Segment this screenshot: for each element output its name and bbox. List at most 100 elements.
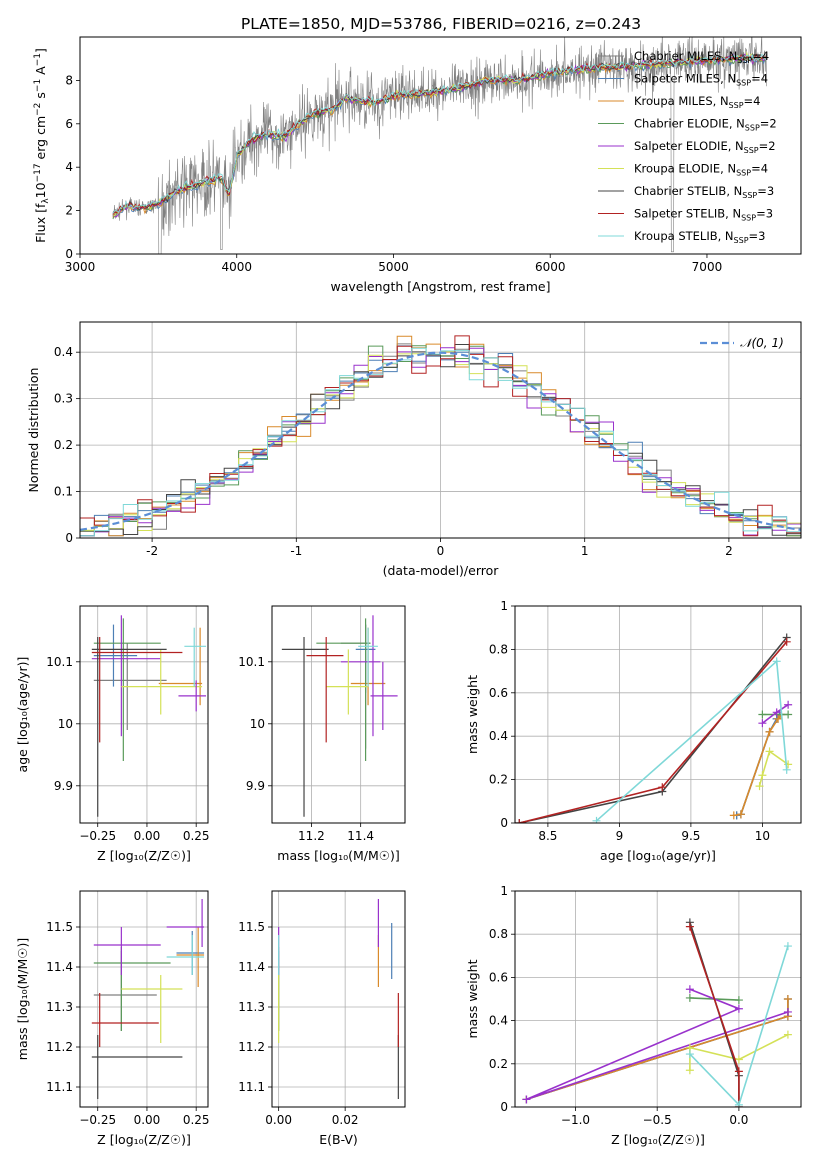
- axes-frame: -2 -1 0 1 2 0 0.1 0.2 0.3 0.4 (data-model)/error No…: [26, 321, 802, 578]
- plot-area: [91, 899, 205, 1099]
- legend-subscript: SSP: [741, 214, 756, 223]
- x-tick-label: 2: [725, 544, 733, 558]
- y-tick-label: 0: [65, 247, 73, 261]
- weight-line-kroupa-elodie: [758, 750, 789, 787]
- plot-area: [281, 615, 398, 817]
- legend-text: Kroupa MILES, N: [634, 94, 729, 108]
- legend-text: Salpeter STELIB, N: [634, 207, 741, 221]
- weight-line-kroupa-miles: [733, 714, 782, 817]
- legend-label-kroupa-miles: Kroupa MILES, NSSP=4: [634, 94, 760, 110]
- weight-marker-kroupa-elodie: [758, 771, 767, 780]
- legend-text: Salpeter MILES, N: [634, 72, 736, 86]
- x-tick-label: 0.25: [183, 829, 210, 843]
- y-tick-label: 11.4: [238, 960, 265, 974]
- mass-age-panel: 11.2 11.4 9.9 10 10.1 mass [log₁₀(M/M☉)]: [238, 605, 406, 863]
- y-tick-label: 11.3: [238, 1000, 265, 1014]
- residuals-panel: -2 -1 0 1 2 0 0.1 0.2 0.3 0.4 (data-model)/error No…: [26, 321, 802, 578]
- axes-border: [514, 605, 802, 824]
- y-tick-label: 11.2: [46, 1040, 73, 1054]
- y-axis-label: Flux [fλ10−17 erg cm−2 s−1 A−1]: [33, 48, 51, 243]
- x-tick-label: 0.25: [183, 1113, 210, 1127]
- y-tick-label: 6: [65, 117, 73, 131]
- y-tick-label: 10.1: [238, 655, 265, 669]
- weight-marker-salpeter-elodie: [758, 719, 767, 728]
- legend-suffix: =3: [749, 229, 766, 243]
- legend-text: Kroupa STELIB, N: [634, 229, 734, 243]
- y-tick-label: 0: [500, 816, 508, 830]
- x-axis-label: (data-model)/error: [383, 563, 500, 578]
- weight-marker-kroupa-miles: [774, 714, 783, 723]
- y-tick-label: 0.2: [489, 773, 508, 787]
- y-tick-label: 8: [65, 73, 73, 87]
- age-weight-panel: 8.5 9 9.5 10 0 0.2 0.4 0.6 0.8 1 age [log₁₀(age/yr…: [465, 599, 802, 863]
- legend-subscript: SSP: [744, 146, 759, 155]
- y-label-part: ]: [33, 48, 48, 53]
- axes-frame: −0.25 0.00 0.25 11.1 11.2 11.3 11.4 11.5 Z [log₁…: [15, 890, 210, 1147]
- legend-suffix: =4: [752, 49, 769, 63]
- y-tick-label: 11.5: [238, 920, 265, 934]
- grid-lines: [272, 891, 405, 1107]
- weight-marker-kroupa-stelib: [685, 1050, 694, 1059]
- y-tick-label: 0.6: [489, 970, 508, 984]
- axes-border: [514, 890, 802, 1108]
- x-tick-label: 6000: [535, 260, 566, 274]
- x-tick-label: -2: [146, 544, 158, 558]
- x-axis-label: mass [log₁₀(M/M☉)]: [277, 848, 399, 863]
- x-axis-label: age [log₁₀(age/yr)]: [600, 848, 716, 863]
- y-tick-label: 0.4: [54, 345, 73, 359]
- x-tick-label: −0.25: [79, 829, 116, 843]
- spectrum-panel: 3000 4000 5000 6000 7000 0 2 4 6 8 wavelength [Ang…: [33, 36, 802, 294]
- x-tick-label: 7000: [692, 260, 723, 274]
- y-label-part: 10: [33, 182, 48, 198]
- y-tick-label: 0.8: [489, 642, 508, 656]
- y-tick-label: 11.1: [46, 1080, 73, 1094]
- model-line-kroupa-stelib: [112, 53, 767, 214]
- weight-marker-kroupa-stelib: [783, 942, 792, 951]
- legend-text: Chabrier ELODIE, N: [634, 117, 745, 131]
- legend-subscript: SSP: [734, 236, 749, 245]
- weight-marker-salpeter-stelib: [685, 922, 694, 931]
- y-tick-label: 11.2: [238, 1040, 265, 1054]
- axes-frame: 11.2 11.4 9.9 10 10.1 mass [log₁₀(M/M☉)]: [238, 605, 406, 863]
- x-tick-label: 0.00: [134, 829, 161, 843]
- legend-suffix: =3: [757, 184, 774, 198]
- y-label-part: erg cm: [33, 116, 48, 164]
- y-label-part: −17: [33, 163, 43, 182]
- legend-label-chabrier-miles: Chabrier MILES, NSSP=4: [634, 49, 769, 65]
- weight-marker-chabrier-elodie: [784, 710, 793, 719]
- plot-area: [522, 918, 792, 1107]
- y-tick-label: 10: [58, 717, 73, 731]
- y-tick-label: 2: [65, 204, 73, 218]
- weight-marker-kroupa-elodie: [765, 747, 774, 756]
- weight-marker-kroupa-miles: [736, 810, 745, 819]
- y-tick-label: 9.9: [246, 779, 265, 793]
- y-tick-label: 10: [250, 717, 265, 731]
- x-tick-label: -1: [290, 544, 302, 558]
- axes-border: [79, 890, 209, 1108]
- weight-marker-kroupa-miles: [783, 995, 792, 1003]
- histogram-salpeter-stelib: [80, 335, 801, 537]
- extinction-mass-panel: 0.00 0.02 11.1 11.2 11.3 11.4 11.5 E(B-V): [238, 890, 406, 1147]
- x-tick-label: 10: [755, 829, 770, 843]
- y-tick-label: 4: [65, 160, 73, 174]
- x-tick-label: 8.5: [538, 829, 557, 843]
- weight-marker-kroupa-stelib: [734, 1100, 743, 1107]
- x-tick-label: 0.0: [729, 1113, 748, 1127]
- weight-marker-kroupa-elodie: [685, 1066, 694, 1075]
- weight-marker-kroupa-miles: [729, 811, 738, 820]
- x-tick-label: 4000: [221, 260, 252, 274]
- legend-subscript: SSP: [745, 124, 760, 133]
- weight-marker-kroupa-stelib: [772, 657, 781, 666]
- x-tick-label: 11.2: [298, 829, 325, 843]
- weight-marker-chabrier-elodie: [734, 996, 743, 1005]
- y-tick-label: 0.4: [489, 729, 508, 743]
- y-label-part: A: [33, 66, 48, 79]
- axes-border: [271, 605, 406, 824]
- weight-marker-salpeter-stelib: [734, 1067, 743, 1076]
- x-axis-label: Z [log₁₀(Z/Z☉)]: [97, 1132, 191, 1147]
- y-tick-label: 0.1: [54, 485, 73, 499]
- axes-frame: 0.00 0.02 11.1 11.2 11.3 11.4 11.5 E(B-V): [238, 890, 406, 1147]
- weight-marker-kroupa-elodie: [783, 1030, 792, 1039]
- legend-label-chabrier-stelib: Chabrier STELIB, NSSP=3: [634, 184, 774, 200]
